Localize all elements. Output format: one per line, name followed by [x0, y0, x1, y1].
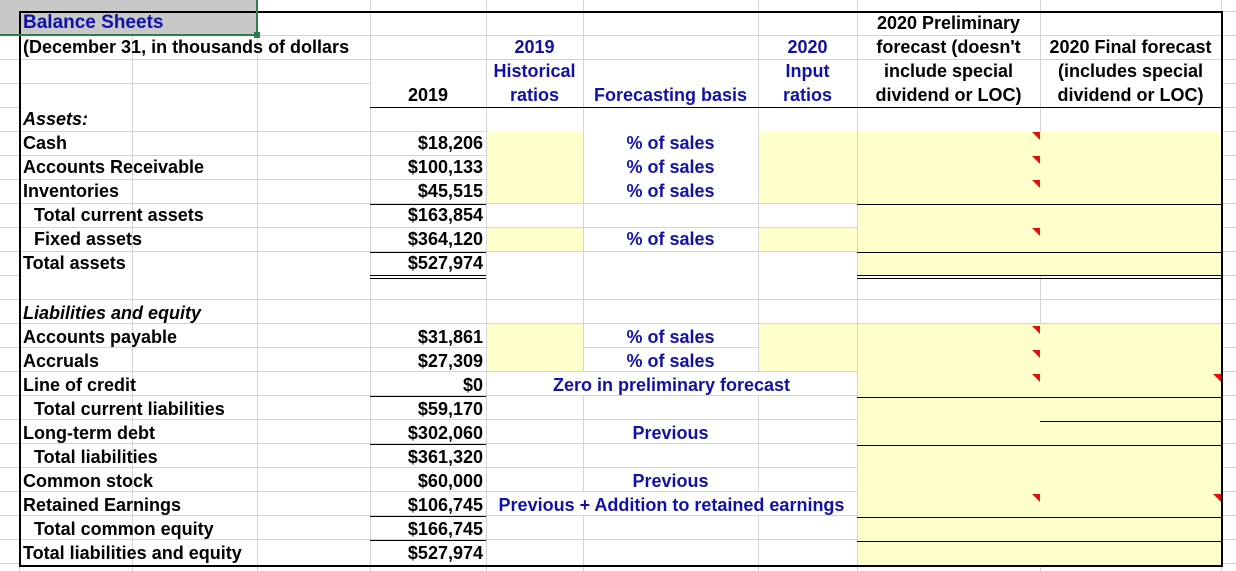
header-final-forecast: 2020 Final forecast (includes special divi… [1049, 37, 1212, 105]
row-value-2019[interactable]: $31,861 [417, 327, 483, 347]
row-value-2019[interactable]: $527,974 [407, 253, 483, 273]
row-label: Line of credit [23, 375, 137, 395]
header-forecasting-basis: Forecasting basis [593, 85, 748, 105]
hist-ratio-input-cells[interactable] [487, 132, 583, 203]
row-label: Total current liabilities [34, 399, 225, 419]
row-basis: % of sales [626, 351, 715, 371]
hist-ratio-input-liab[interactable] [487, 324, 583, 371]
row-label: Total current assets [34, 205, 204, 225]
row-value-2019[interactable]: $361,320 [407, 447, 483, 467]
header-2019: 2019 [407, 85, 449, 105]
row-label: Total liabilities [34, 447, 158, 467]
row-basis: % of sales [626, 229, 715, 249]
sheet-title[interactable]: Balance Sheets [23, 12, 164, 33]
row-label: Inventories [23, 181, 120, 201]
section-liabilities: Liabilities and equity [23, 303, 202, 323]
row-basis: Previous + Addition to retained earnings [498, 495, 845, 515]
input-ratio-cells[interactable] [759, 132, 857, 203]
input-ratio-liab[interactable] [759, 324, 857, 371]
hist-ratio-input-fixed[interactable] [487, 228, 583, 251]
row-label: Cash [23, 133, 68, 153]
row-label: Accounts payable [23, 327, 178, 347]
row-basis: % of sales [626, 133, 715, 153]
row-label: Accruals [23, 351, 100, 371]
row-value-2019[interactable]: $106,745 [407, 495, 483, 515]
comment-indicator-icon[interactable] [1032, 494, 1040, 502]
comment-indicator-icon[interactable] [1213, 494, 1221, 502]
input-ratio-fixed[interactable] [759, 228, 857, 251]
row-label: Total common equity [34, 519, 214, 539]
row-basis: % of sales [626, 181, 715, 201]
row-basis: Previous [632, 471, 709, 491]
row-basis: % of sales [626, 327, 715, 347]
row-label: Accounts Receivable [23, 157, 205, 177]
comment-indicator-icon[interactable] [1032, 326, 1040, 334]
row-value-2019[interactable]: $302,060 [407, 423, 483, 443]
row-basis: % of sales [626, 157, 715, 177]
row-label: Total liabilities and equity [23, 543, 242, 563]
row-value-2019[interactable]: $527,974 [407, 543, 483, 563]
row-value-2019[interactable]: $59,170 [417, 399, 483, 419]
selected-range[interactable] [0, 0, 257, 35]
row-label: Common stock [23, 471, 154, 491]
row-value-2019[interactable]: $0 [462, 375, 483, 395]
section-assets: Assets: [23, 109, 89, 129]
row-value-2019[interactable]: $60,000 [417, 471, 483, 491]
row-basis: Previous [632, 423, 709, 443]
row-value-2019[interactable]: $166,745 [407, 519, 483, 539]
row-label: Retained Earnings [23, 495, 182, 515]
row-value-2019[interactable]: $45,515 [417, 181, 483, 201]
header-prelim-forecast: 2020 Preliminary forecast (doesn't include… [875, 13, 1022, 105]
row-label: Long-term debt [23, 423, 155, 443]
comment-indicator-icon[interactable] [1213, 374, 1221, 382]
comment-indicator-icon[interactable] [1032, 228, 1040, 236]
row-basis: Zero in preliminary forecast [552, 375, 791, 395]
row-value-2019[interactable]: $364,120 [407, 229, 483, 249]
row-value-2019[interactable]: $163,854 [407, 205, 483, 225]
comment-indicator-icon[interactable] [1032, 132, 1040, 140]
row-value-2019[interactable]: $18,206 [417, 133, 483, 153]
comment-indicator-icon[interactable] [1032, 374, 1040, 382]
row-value-2019[interactable]: $100,133 [407, 157, 483, 177]
comment-indicator-icon[interactable] [1032, 180, 1040, 188]
row-label: Fixed assets [34, 229, 143, 249]
comment-indicator-icon[interactable] [1032, 350, 1040, 358]
row-value-2019[interactable]: $27,309 [417, 351, 483, 371]
header-input-ratios: 2020 Input ratios [782, 37, 833, 105]
row-label: Total assets [23, 253, 126, 273]
comment-indicator-icon[interactable] [1032, 156, 1040, 164]
forecast-assets-cells[interactable] [858, 132, 1221, 275]
sheet-subtitle: (December 31, in thousands of dollars [23, 37, 350, 57]
header-hist-ratios: 2019 Historical ratios [493, 37, 576, 105]
